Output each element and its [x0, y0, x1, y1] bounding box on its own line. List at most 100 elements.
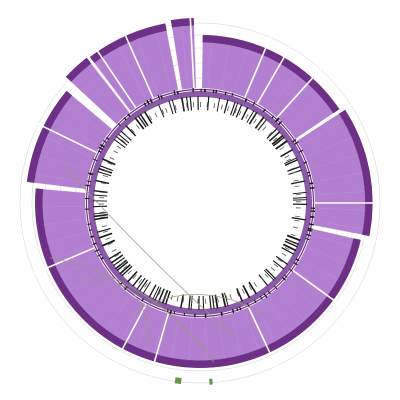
feature-tick — [88, 229, 93, 231]
gap-line — [276, 61, 328, 119]
feature-tick — [307, 174, 311, 177]
segment-striation — [136, 38, 158, 92]
segment-striation — [52, 245, 89, 260]
feature-tick — [225, 295, 228, 301]
feature-tick — [105, 137, 110, 140]
feature-tick — [99, 191, 105, 194]
segment-striation — [208, 42, 212, 85]
feature-tick — [238, 306, 242, 311]
feature-tick — [263, 293, 268, 299]
feature-tick — [262, 126, 267, 131]
segment-rim — [338, 108, 373, 237]
segment-striation — [39, 155, 86, 170]
feature-tick — [244, 98, 248, 103]
segment-striation — [288, 282, 318, 309]
feature-tick — [271, 115, 275, 119]
feature-tick — [287, 165, 301, 172]
feature-tick — [281, 246, 295, 255]
chord-link — [72, 279, 150, 344]
inner-ring-band — [88, 91, 312, 315]
feature-tick — [220, 311, 223, 316]
feature-tick — [97, 253, 102, 257]
segment-striation — [234, 49, 248, 90]
feature-tick — [263, 269, 275, 281]
segment-rim — [65, 57, 92, 83]
feature-tick — [132, 274, 143, 287]
feature-tick — [284, 274, 288, 278]
segment-striation — [181, 25, 188, 85]
feature-tick — [286, 158, 292, 162]
feature-tick — [246, 110, 255, 123]
segment-rim — [26, 90, 73, 183]
feature-tick — [171, 99, 177, 114]
feature-tick — [265, 268, 277, 280]
green-accent — [174, 377, 182, 385]
feature-tick — [134, 117, 145, 130]
feature-tick — [305, 237, 310, 241]
chord-link — [49, 257, 215, 363]
feature-tick — [289, 167, 295, 170]
feature-tick — [92, 242, 97, 246]
feature-tick — [180, 294, 185, 309]
feature-tick — [292, 197, 307, 199]
feature-tick — [308, 223, 314, 226]
segment-striation — [153, 316, 166, 354]
segment-striation — [318, 191, 366, 195]
feature-tick — [267, 290, 271, 295]
feature-tick — [157, 94, 161, 100]
feature-tick — [117, 133, 130, 144]
feature-tick — [107, 242, 113, 246]
feature-tick — [234, 108, 237, 114]
feature-tick — [284, 157, 298, 165]
coverage-segments — [26, 17, 373, 368]
segment-striation — [316, 172, 363, 182]
feature-tick — [273, 137, 278, 142]
feature-tick — [253, 118, 257, 124]
feature-tick — [115, 136, 128, 146]
gap-line — [60, 72, 117, 126]
segment-striation — [43, 219, 83, 226]
feature-tick — [309, 187, 315, 190]
feature-tick — [146, 99, 150, 105]
feature-tick — [290, 180, 305, 185]
feature-tick — [181, 103, 184, 109]
feature-tick — [291, 216, 306, 221]
chord-links — [49, 166, 266, 385]
feature-tick — [275, 141, 281, 145]
feature-tick — [259, 295, 263, 300]
segment-striation — [313, 154, 359, 169]
feature-tick — [303, 161, 307, 164]
feature-tick — [143, 102, 147, 107]
feature-tick — [277, 258, 283, 263]
feature-tick — [274, 117, 280, 123]
feature-tick — [248, 281, 257, 295]
feature-tick — [99, 143, 105, 148]
feature-tick — [92, 158, 98, 162]
feature-tick — [114, 253, 120, 258]
feature-tick — [281, 276, 286, 281]
feature-tick — [281, 252, 287, 257]
feature-tick — [164, 292, 168, 298]
feature-tick — [148, 284, 157, 298]
green-accent — [209, 378, 213, 385]
segment-striation — [268, 300, 291, 333]
feature-tick — [98, 232, 113, 239]
feature-tick — [97, 171, 112, 177]
segment-striation — [309, 136, 352, 156]
feature-tick — [279, 146, 285, 151]
feature-tick — [141, 298, 144, 302]
feature-tick — [294, 219, 300, 222]
feature-tick — [127, 270, 132, 275]
feature-tick — [236, 291, 240, 297]
feature-tick — [113, 138, 126, 149]
feature-tick — [267, 131, 273, 136]
feature-tick — [240, 106, 249, 121]
feature-tick — [125, 125, 137, 137]
feature-tick — [125, 134, 130, 139]
feature-tick — [217, 297, 219, 303]
feature-tick — [103, 230, 109, 233]
feature-tick — [121, 139, 126, 144]
feature-tick — [113, 257, 126, 267]
